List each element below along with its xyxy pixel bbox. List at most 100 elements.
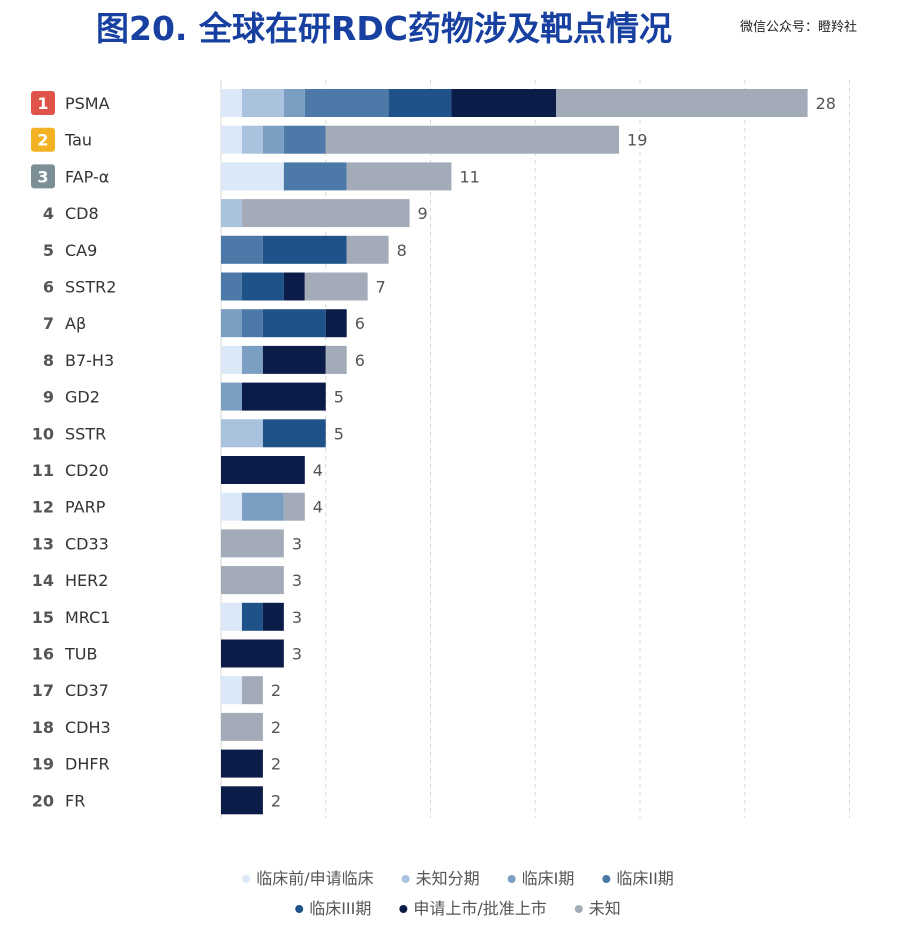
bar-segment bbox=[221, 419, 263, 448]
category-label: PARP bbox=[65, 498, 106, 517]
category-label: CD37 bbox=[65, 681, 109, 700]
rank-number: 9 bbox=[43, 388, 54, 407]
bar-segment bbox=[262, 309, 326, 338]
value-label: 19 bbox=[627, 131, 647, 150]
bar-segment bbox=[304, 272, 368, 301]
bar-segment bbox=[262, 235, 347, 264]
label-layer: 1 PSMA 282 Tau 193 FAP-α 114 CD8 95 CA9 86 SSTR2 77 A… bbox=[31, 91, 836, 810]
legend-label: 临床III期 bbox=[309, 899, 371, 918]
bar-segment bbox=[221, 456, 305, 484]
value-label: 5 bbox=[334, 388, 344, 407]
legend-marker bbox=[295, 905, 304, 913]
bar-segment bbox=[221, 529, 284, 558]
bar-segment bbox=[283, 125, 326, 154]
bar-segment bbox=[556, 89, 808, 117]
rank-number: 7 bbox=[43, 314, 54, 333]
legend-marker bbox=[574, 905, 583, 913]
category-label: CD20 bbox=[65, 461, 109, 480]
rank-number: 12 bbox=[32, 498, 54, 517]
legend-label: 申请上市/批准上市 bbox=[413, 899, 546, 918]
category-label: Aβ bbox=[65, 314, 86, 333]
bar-segment bbox=[283, 89, 305, 117]
bar-segment bbox=[221, 309, 242, 338]
legend-marker bbox=[242, 875, 251, 883]
value-label: 3 bbox=[292, 534, 302, 553]
rank-badge bbox=[31, 91, 55, 115]
rank-number: 3 bbox=[37, 167, 48, 186]
category-label: SSTR bbox=[65, 424, 106, 443]
value-label: 5 bbox=[334, 424, 344, 443]
rank-number: 14 bbox=[32, 571, 54, 590]
bar-segment bbox=[283, 162, 347, 191]
legend-marker bbox=[602, 875, 611, 883]
value-label: 2 bbox=[271, 791, 281, 810]
category-label: CD8 bbox=[65, 204, 99, 223]
bar-segment bbox=[221, 639, 284, 668]
bar-segment bbox=[221, 566, 284, 595]
bar-segment bbox=[451, 89, 557, 117]
value-label: 2 bbox=[271, 755, 281, 774]
value-label: 11 bbox=[459, 167, 479, 186]
legend-marker bbox=[399, 905, 408, 913]
bar-segment bbox=[221, 272, 242, 301]
bar-segment bbox=[221, 712, 263, 741]
value-label: 4 bbox=[313, 498, 323, 517]
category-label: Tau bbox=[64, 131, 92, 150]
bar-segment bbox=[283, 492, 305, 521]
bar-segment bbox=[262, 602, 284, 631]
value-label: 8 bbox=[397, 241, 407, 260]
bar-segment bbox=[221, 749, 263, 778]
category-label: CD33 bbox=[65, 534, 109, 553]
bar-segment bbox=[325, 345, 347, 374]
bar-segment bbox=[241, 676, 263, 705]
category-label: HER2 bbox=[65, 571, 108, 590]
category-label: CA9 bbox=[65, 241, 97, 260]
bar-segment bbox=[221, 235, 263, 264]
bar-segment bbox=[241, 345, 263, 374]
bar-segment bbox=[221, 125, 242, 154]
bar-segment bbox=[221, 382, 242, 411]
category-label: MRC1 bbox=[65, 608, 110, 627]
rank-badge bbox=[31, 127, 55, 152]
rank-number: 11 bbox=[32, 461, 54, 480]
rank-number: 18 bbox=[32, 718, 54, 737]
rank-number: 19 bbox=[32, 755, 54, 774]
bar-segment bbox=[221, 199, 242, 228]
chart-background bbox=[12, 64, 904, 932]
bar-segment bbox=[241, 199, 410, 228]
value-label: 9 bbox=[418, 204, 428, 223]
bar-segment bbox=[221, 676, 242, 705]
bar-segment bbox=[304, 89, 389, 117]
category-label: FR bbox=[65, 791, 85, 810]
value-label: 3 bbox=[292, 608, 302, 627]
legend-label: 未知分期 bbox=[416, 869, 480, 888]
rank-number: 4 bbox=[43, 204, 54, 223]
bar-segment bbox=[221, 162, 284, 191]
value-label: 6 bbox=[355, 314, 365, 333]
value-label: 2 bbox=[271, 718, 281, 737]
bar-segment bbox=[346, 162, 452, 191]
rank-number: 16 bbox=[32, 645, 54, 664]
category-label: TUB bbox=[64, 645, 97, 664]
rank-number: 13 bbox=[32, 534, 54, 553]
rank-number: 1 bbox=[37, 94, 48, 113]
legend-marker bbox=[401, 875, 410, 883]
rank-badge bbox=[31, 164, 55, 189]
chart-title: 图20. 全球在研RDC药物涉及靶点情况 bbox=[96, 9, 672, 48]
bar-segment bbox=[221, 89, 242, 117]
bar-segment bbox=[241, 272, 284, 301]
bar-segment bbox=[388, 89, 452, 117]
rank-number: 20 bbox=[32, 791, 54, 810]
value-label: 3 bbox=[292, 645, 302, 664]
bar-layer bbox=[221, 89, 808, 815]
value-label: 4 bbox=[313, 461, 323, 480]
bar-segment bbox=[262, 125, 284, 154]
category-label: PSMA bbox=[65, 94, 110, 113]
bar-segment bbox=[262, 345, 326, 374]
bar-segment bbox=[241, 125, 263, 154]
bar-segment bbox=[241, 382, 326, 411]
category-label: GD2 bbox=[65, 388, 100, 407]
rank-number: 5 bbox=[43, 241, 54, 260]
bar-segment bbox=[241, 309, 263, 338]
